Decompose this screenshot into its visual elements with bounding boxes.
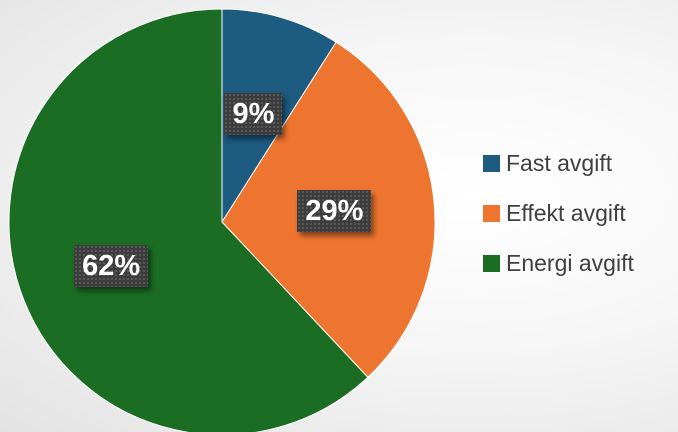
legend: Fast avgift Effekt avgift Energi avgift (483, 146, 634, 280)
legend-item-energi-avgift: Energi avgift (483, 246, 634, 280)
data-label-energi-avgift: 62% (74, 244, 149, 287)
legend-item-fast-avgift: Fast avgift (483, 146, 634, 180)
legend-swatch-fast-avgift (483, 154, 500, 172)
data-label-fast-avgift: 9% (224, 92, 283, 135)
legend-item-effekt-avgift: Effekt avgift (483, 196, 634, 230)
legend-label-effekt-avgift: Effekt avgift (506, 199, 626, 226)
legend-label-fast-avgift: Fast avgift (506, 149, 613, 176)
legend-swatch-effekt-avgift (483, 204, 500, 222)
legend-label-energi-avgift: Energi avgift (506, 249, 634, 276)
legend-swatch-energi-avgift (483, 254, 500, 272)
data-label-effekt-avgift: 29% (297, 190, 372, 233)
